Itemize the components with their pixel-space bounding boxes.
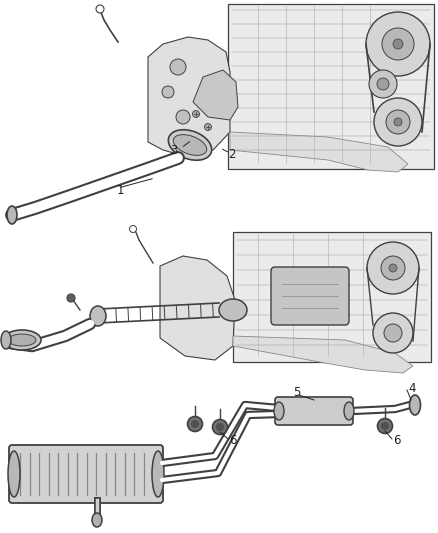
Circle shape — [366, 12, 430, 76]
Polygon shape — [233, 336, 413, 373]
Circle shape — [176, 110, 190, 124]
Circle shape — [394, 118, 402, 126]
Circle shape — [96, 5, 104, 13]
Polygon shape — [193, 70, 238, 120]
Ellipse shape — [219, 299, 247, 321]
Ellipse shape — [1, 331, 11, 349]
Ellipse shape — [90, 306, 106, 326]
Circle shape — [393, 39, 403, 49]
Polygon shape — [160, 256, 235, 360]
Circle shape — [374, 98, 422, 146]
Circle shape — [170, 59, 186, 75]
Circle shape — [367, 242, 419, 294]
Circle shape — [389, 264, 397, 272]
Circle shape — [191, 421, 198, 427]
Ellipse shape — [8, 334, 36, 346]
Circle shape — [377, 78, 389, 90]
Ellipse shape — [173, 135, 207, 155]
Circle shape — [187, 416, 202, 432]
Ellipse shape — [344, 402, 354, 420]
Text: 6: 6 — [393, 434, 400, 448]
Ellipse shape — [3, 330, 41, 350]
FancyBboxPatch shape — [271, 267, 349, 325]
Ellipse shape — [8, 451, 20, 497]
Ellipse shape — [274, 402, 284, 420]
Circle shape — [381, 423, 389, 430]
Circle shape — [369, 70, 397, 98]
Polygon shape — [230, 132, 408, 172]
Ellipse shape — [410, 395, 420, 415]
Circle shape — [162, 86, 174, 98]
Circle shape — [216, 424, 223, 431]
Ellipse shape — [152, 451, 164, 497]
Ellipse shape — [168, 130, 212, 160]
Circle shape — [382, 28, 414, 60]
Circle shape — [67, 294, 75, 302]
Text: 5: 5 — [293, 385, 300, 399]
Ellipse shape — [7, 206, 17, 224]
Text: 1: 1 — [116, 183, 124, 197]
FancyBboxPatch shape — [275, 397, 353, 425]
Circle shape — [378, 418, 392, 433]
Circle shape — [192, 110, 199, 117]
Circle shape — [381, 256, 405, 280]
Polygon shape — [148, 37, 230, 157]
Bar — [233, 232, 431, 362]
Circle shape — [373, 313, 413, 353]
Circle shape — [386, 110, 410, 134]
Bar — [228, 4, 434, 169]
Text: 3: 3 — [170, 143, 178, 157]
Ellipse shape — [92, 513, 102, 527]
Circle shape — [384, 324, 402, 342]
Circle shape — [205, 124, 212, 131]
Text: 6: 6 — [229, 434, 237, 448]
Circle shape — [130, 225, 137, 232]
Text: 4: 4 — [408, 382, 416, 394]
Text: 2: 2 — [228, 149, 236, 161]
Circle shape — [212, 419, 227, 434]
FancyBboxPatch shape — [9, 445, 163, 503]
